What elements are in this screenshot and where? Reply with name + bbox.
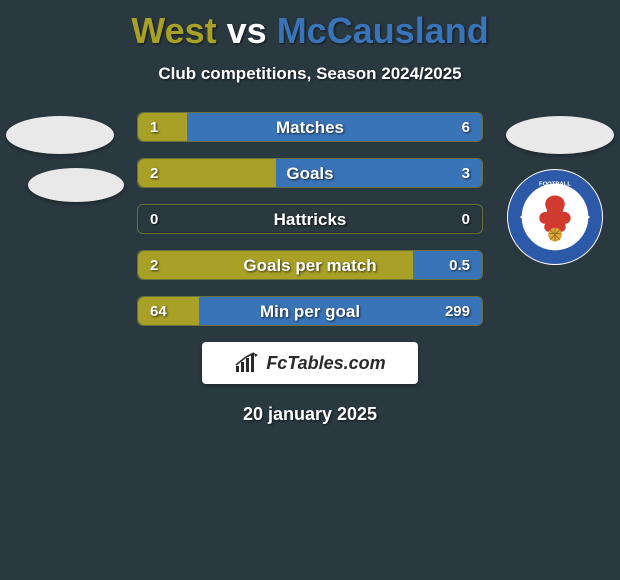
stat-label: Goals [138, 159, 482, 188]
subtitle: Club competitions, Season 2024/2025 [0, 64, 620, 84]
stat-label: Goals per match [138, 251, 482, 280]
comparison-title: West vs McCausland [0, 0, 620, 52]
date-text: 20 january 2025 [0, 404, 620, 425]
stat-label: Matches [138, 113, 482, 142]
player2-silhouette [506, 116, 614, 154]
stat-label: Hattricks [138, 205, 482, 234]
svg-text:FOOTBALL: FOOTBALL [539, 182, 571, 188]
stat-row: 64299Min per goal [137, 296, 483, 326]
fctables-branding: FcTables.com [202, 342, 418, 384]
player1-silhouette-1 [6, 116, 114, 154]
chart-icon [234, 352, 260, 374]
player2-badge: FOOTBALL [506, 116, 614, 266]
player2-name: McCausland [277, 10, 489, 51]
player1-badge [6, 116, 124, 216]
branding-text: FcTables.com [266, 353, 385, 374]
stat-row: 20.5Goals per match [137, 250, 483, 280]
stat-row: 00Hattricks [137, 204, 483, 234]
stats-container: 16Matches 23Goals 00Hattricks 20.5Goals per… [137, 112, 483, 326]
vs-separator: vs [227, 10, 267, 51]
stat-row: 23Goals [137, 158, 483, 188]
rangers-crest-icon: FOOTBALL [506, 168, 604, 266]
player1-name: West [131, 10, 216, 51]
stat-label: Min per goal [138, 297, 482, 326]
stat-row: 16Matches [137, 112, 483, 142]
player1-silhouette-2 [28, 168, 124, 202]
